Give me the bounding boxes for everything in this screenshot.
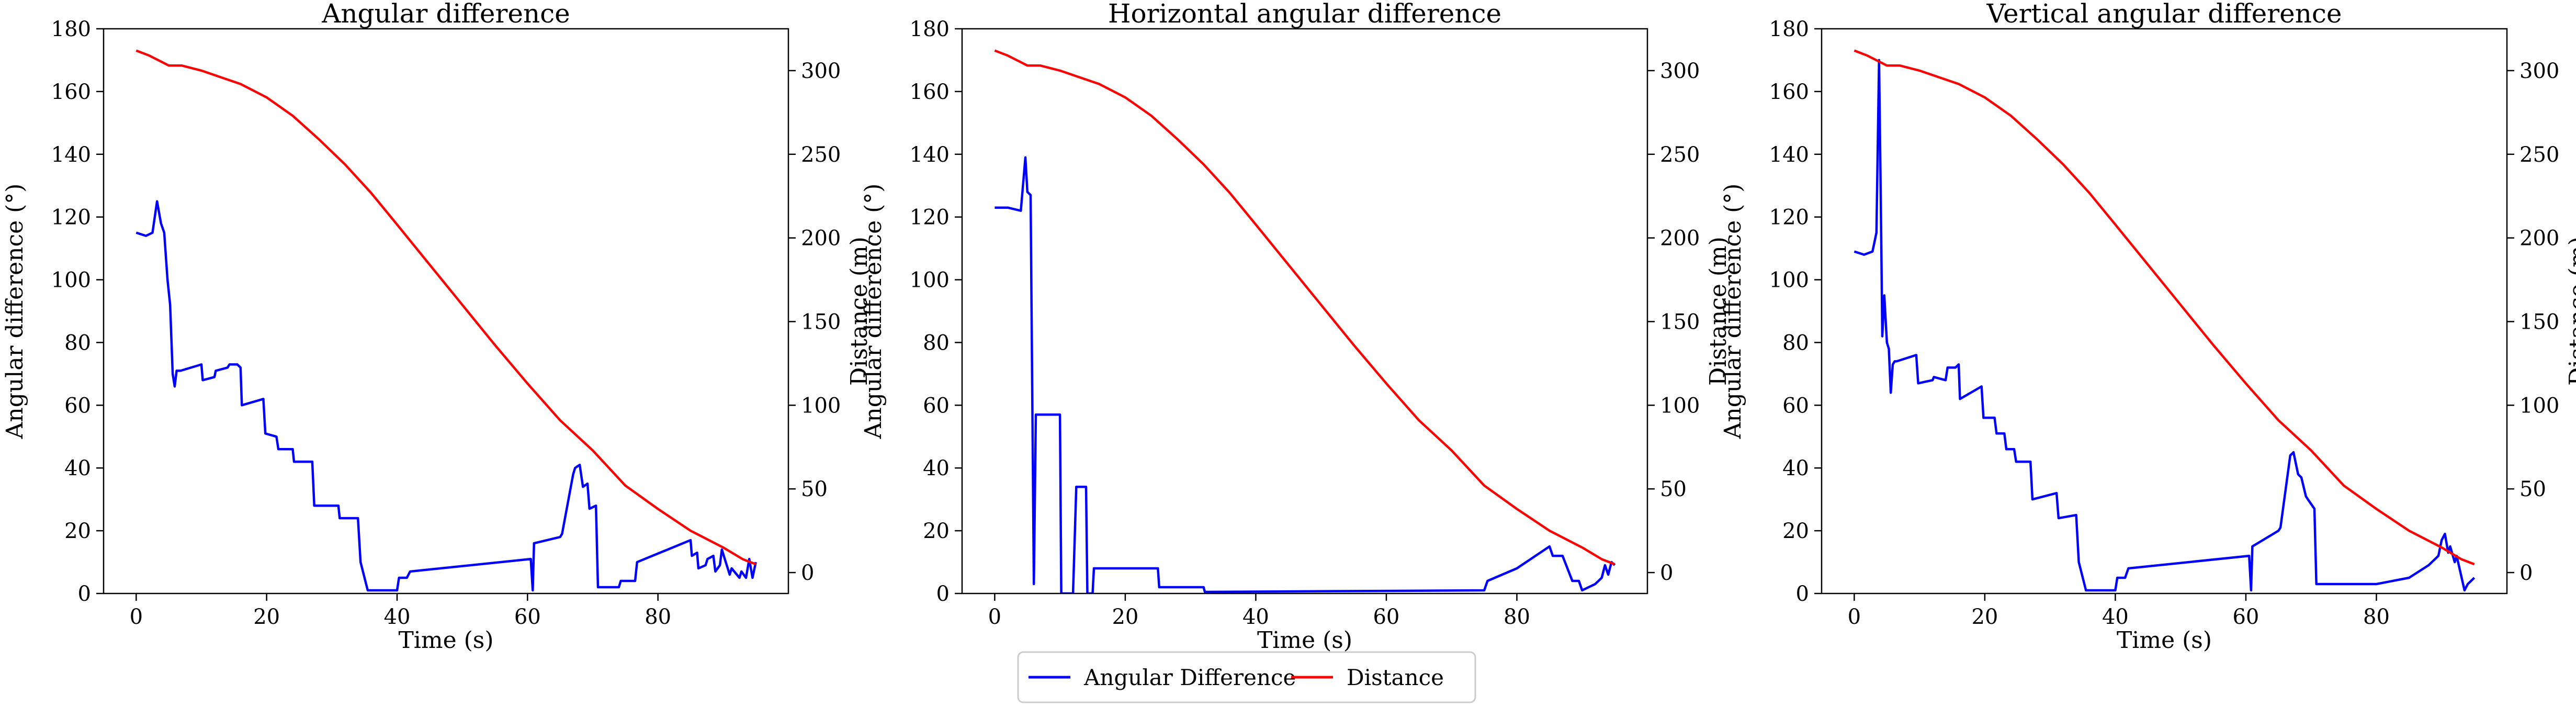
chart-title: Angular difference	[321, 0, 570, 29]
y2-tick-label: 0	[801, 561, 814, 585]
y-tick-label: 160	[910, 80, 950, 104]
x-tick-label: 80	[1504, 605, 1530, 629]
y-tick-label: 80	[64, 331, 91, 355]
chart-panel-2: 0 20 40 60 80 0 20 40 60 80 100 120 140 160 180 0 50 100 1…	[860, 0, 1732, 654]
y2-axis-label: Distance (m)	[1705, 237, 1732, 386]
y-tick-label: 0	[78, 582, 91, 606]
y-tick-label: 40	[923, 456, 950, 480]
x-tick-label: 60	[514, 605, 541, 629]
y-tick-label: 140	[910, 143, 950, 167]
x-tick-label: 40	[2102, 605, 2129, 629]
chart-panel-1: 0 20 40 60 80 0 20 40 60 80 100 120 140 160 180 0 50 100 1…	[2, 0, 873, 654]
y-tick-label: 100	[1769, 268, 1809, 293]
y2-tick-label: 300	[2519, 59, 2559, 83]
y-tick-label: 140	[51, 143, 91, 167]
y2-tick-label: 50	[801, 477, 828, 501]
x-tick-label: 60	[2232, 605, 2259, 629]
y-tick-label: 180	[910, 17, 950, 41]
series-line-angular-difference	[1854, 59, 2476, 592]
y2-tick-label: 50	[2519, 477, 2546, 501]
y2-tick-label: 100	[801, 394, 841, 418]
legend-label-angular-difference: Angular Difference	[1083, 665, 1296, 690]
y2-tick-label: 250	[1660, 143, 1700, 167]
y-tick-label: 80	[923, 331, 950, 355]
y-tick-label: 0	[1796, 582, 1809, 606]
x-tick-label: 0	[1848, 605, 1861, 629]
y-tick-label: 140	[1769, 143, 1809, 167]
legend-label-distance: Distance	[1347, 665, 1444, 690]
x-tick-label: 80	[2363, 605, 2390, 629]
legend-frame	[1017, 651, 1476, 703]
x-tick-label: 40	[1242, 605, 1269, 629]
y-tick-label: 120	[1769, 206, 1809, 230]
y2-axis-label: Distance (m)	[846, 237, 873, 386]
x-tick-label: 20	[1112, 605, 1138, 629]
y-tick-label: 60	[1782, 394, 1809, 418]
chart-panels: 0 20 40 60 80 0 20 40 60 80 100 120 140 160 180 0 50 100 1…	[2, 0, 2576, 654]
x-axis-label: Time (s)	[1257, 627, 1352, 654]
y2-tick-label: 300	[801, 59, 841, 83]
y2-tick-label: 250	[2519, 143, 2559, 167]
y2-tick-label: 200	[2519, 227, 2559, 251]
legend: Angular Difference Distance	[1017, 651, 1476, 703]
y2-axis-label: Distance (m)	[2564, 237, 2576, 386]
y-tick-label: 160	[51, 80, 91, 104]
y-axis-label: Angular difference (°)	[2, 184, 28, 440]
y-tick-label: 40	[1782, 456, 1809, 480]
y-axis-label: Angular difference (°)	[860, 184, 887, 440]
chart-title: Vertical angular difference	[1986, 0, 2342, 29]
y-tick-label: 100	[51, 268, 91, 293]
y-tick-label: 60	[923, 394, 950, 418]
y2-tick-label: 100	[2519, 394, 2559, 418]
y-tick-label: 80	[1782, 331, 1809, 355]
y2-tick-label: 200	[801, 227, 841, 251]
chart-title: Horizontal angular difference	[1108, 0, 1501, 29]
y2-tick-label: 0	[1660, 561, 1673, 585]
series-line-distance	[994, 49, 1615, 566]
x-axis-label: Time (s)	[2117, 627, 2212, 654]
y2-tick-label: 200	[1660, 227, 1700, 251]
y-tick-label: 120	[910, 206, 950, 230]
y2-tick-label: 0	[2519, 561, 2533, 585]
series-line-angular-difference	[135, 200, 757, 592]
x-tick-label: 80	[645, 605, 671, 629]
plot-frame	[961, 28, 1648, 595]
y2-tick-label: 150	[801, 310, 841, 334]
y2-tick-label: 50	[1660, 477, 1687, 501]
y-tick-label: 180	[51, 17, 91, 41]
series-line-distance	[135, 49, 756, 566]
series-line-angular-difference	[995, 156, 1616, 593]
y-tick-label: 60	[64, 394, 91, 418]
chart-panel-3: 0 20 40 60 80 0 20 40 60 80 100 120 140 160 180 0 50 100 1…	[1720, 0, 2576, 654]
x-tick-label: 40	[384, 605, 411, 629]
y-tick-label: 20	[1782, 519, 1809, 543]
y-tick-label: 20	[64, 519, 91, 543]
x-axis-label: Time (s)	[398, 627, 493, 654]
y2-tick-label: 300	[1660, 59, 1700, 83]
x-tick-label: 60	[1373, 605, 1399, 629]
y2-tick-label: 250	[801, 143, 841, 167]
x-tick-label: 0	[988, 605, 1001, 629]
x-tick-label: 20	[253, 605, 280, 629]
y-tick-label: 40	[64, 456, 91, 480]
y2-tick-label: 150	[2519, 310, 2559, 334]
y-tick-label: 180	[1769, 17, 1809, 41]
y-axis-label: Angular difference (°)	[1720, 184, 1746, 440]
y-tick-label: 0	[936, 582, 950, 606]
y-tick-label: 120	[51, 206, 91, 230]
y2-tick-label: 100	[1660, 394, 1700, 418]
x-tick-label: 20	[1971, 605, 1998, 629]
plot-frame	[1821, 28, 2508, 595]
y-tick-label: 20	[923, 519, 950, 543]
y-tick-label: 100	[910, 268, 950, 293]
series-line-distance	[1854, 49, 2475, 566]
y2-tick-label: 150	[1660, 310, 1700, 334]
y-tick-label: 160	[1769, 80, 1809, 104]
plot-frame	[103, 28, 789, 595]
x-tick-label: 0	[130, 605, 143, 629]
